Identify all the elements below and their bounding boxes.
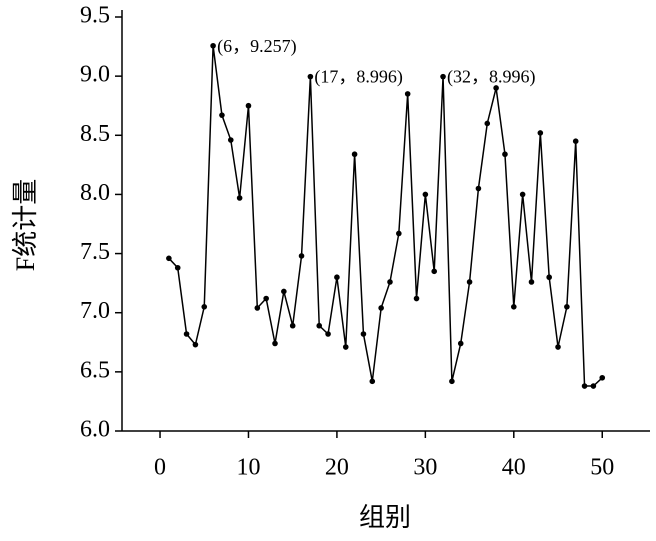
- x-tick-label: 50: [590, 455, 614, 481]
- data-point: [396, 230, 402, 237]
- data-point: [325, 331, 331, 337]
- data-point: [351, 151, 358, 158]
- data-point: [537, 130, 544, 136]
- x-tick-label: 0: [154, 455, 166, 481]
- data-point: [192, 341, 199, 348]
- x-axis-label: 组别: [359, 503, 411, 532]
- y-tick-label: 7.5: [80, 239, 110, 265]
- data-point: [272, 340, 278, 347]
- y-tick-label: 9.0: [80, 62, 110, 88]
- data-point: [404, 91, 411, 97]
- data-point: [599, 374, 606, 381]
- x-tick-label: 30: [413, 455, 437, 481]
- data-point: [484, 120, 491, 127]
- data-point: [440, 73, 446, 80]
- annotation: (32，8.996): [447, 67, 536, 88]
- data-point: [475, 185, 482, 192]
- data-point: [174, 264, 181, 271]
- data-point: [449, 378, 455, 385]
- y-tick-label: 8.5: [80, 121, 110, 147]
- data-point: [564, 304, 570, 310]
- y-tick-label: 9.5: [80, 3, 110, 29]
- data-point: [183, 331, 190, 337]
- data-point: [519, 191, 526, 198]
- data-point: [281, 288, 287, 295]
- y-tick-label: 6.5: [80, 357, 110, 383]
- data-point: [502, 151, 508, 158]
- y-tick-label: 8.0: [80, 180, 110, 206]
- x-tick-label: 40: [502, 455, 526, 481]
- data-point: [378, 305, 384, 311]
- y-axis-label: F统计量: [11, 179, 40, 271]
- data-point: [201, 304, 208, 310]
- data-point: [236, 195, 243, 201]
- data-point: [387, 279, 393, 285]
- data-line: [168, 45, 603, 387]
- data-point: [254, 305, 261, 311]
- data-point: [528, 279, 535, 285]
- y-tick-label: 7.0: [80, 298, 110, 324]
- data-point: [590, 383, 597, 389]
- data-point: [572, 138, 579, 144]
- y-tick-label: 6.0: [80, 417, 110, 443]
- data-point: [422, 191, 429, 198]
- data-point: [546, 274, 552, 281]
- data-point: [166, 255, 172, 262]
- x-tick-label: 10: [236, 455, 260, 481]
- data-point: [334, 274, 340, 281]
- data-point: [316, 322, 323, 329]
- data-point: [360, 331, 367, 337]
- data-point: [493, 85, 499, 91]
- data-point: [369, 378, 376, 385]
- annotation: (17，8.996): [314, 67, 403, 88]
- data-point: [510, 304, 517, 310]
- data-point: [457, 340, 464, 347]
- data-point: [298, 253, 305, 259]
- data-point: [431, 268, 438, 275]
- data-point: [555, 344, 561, 350]
- data-point: [227, 137, 234, 143]
- data-point: [289, 322, 296, 329]
- annotation: (6，9.257): [217, 36, 296, 57]
- data-point: [263, 295, 269, 302]
- data-point: [245, 102, 252, 109]
- data-point: [307, 73, 314, 80]
- data-point: [413, 295, 420, 302]
- data-point: [219, 112, 225, 118]
- data-point: [210, 42, 216, 49]
- x-tick-label: 20: [325, 455, 349, 481]
- data-point: [342, 344, 349, 350]
- data-point: [466, 279, 473, 285]
- data-point: [581, 383, 588, 389]
